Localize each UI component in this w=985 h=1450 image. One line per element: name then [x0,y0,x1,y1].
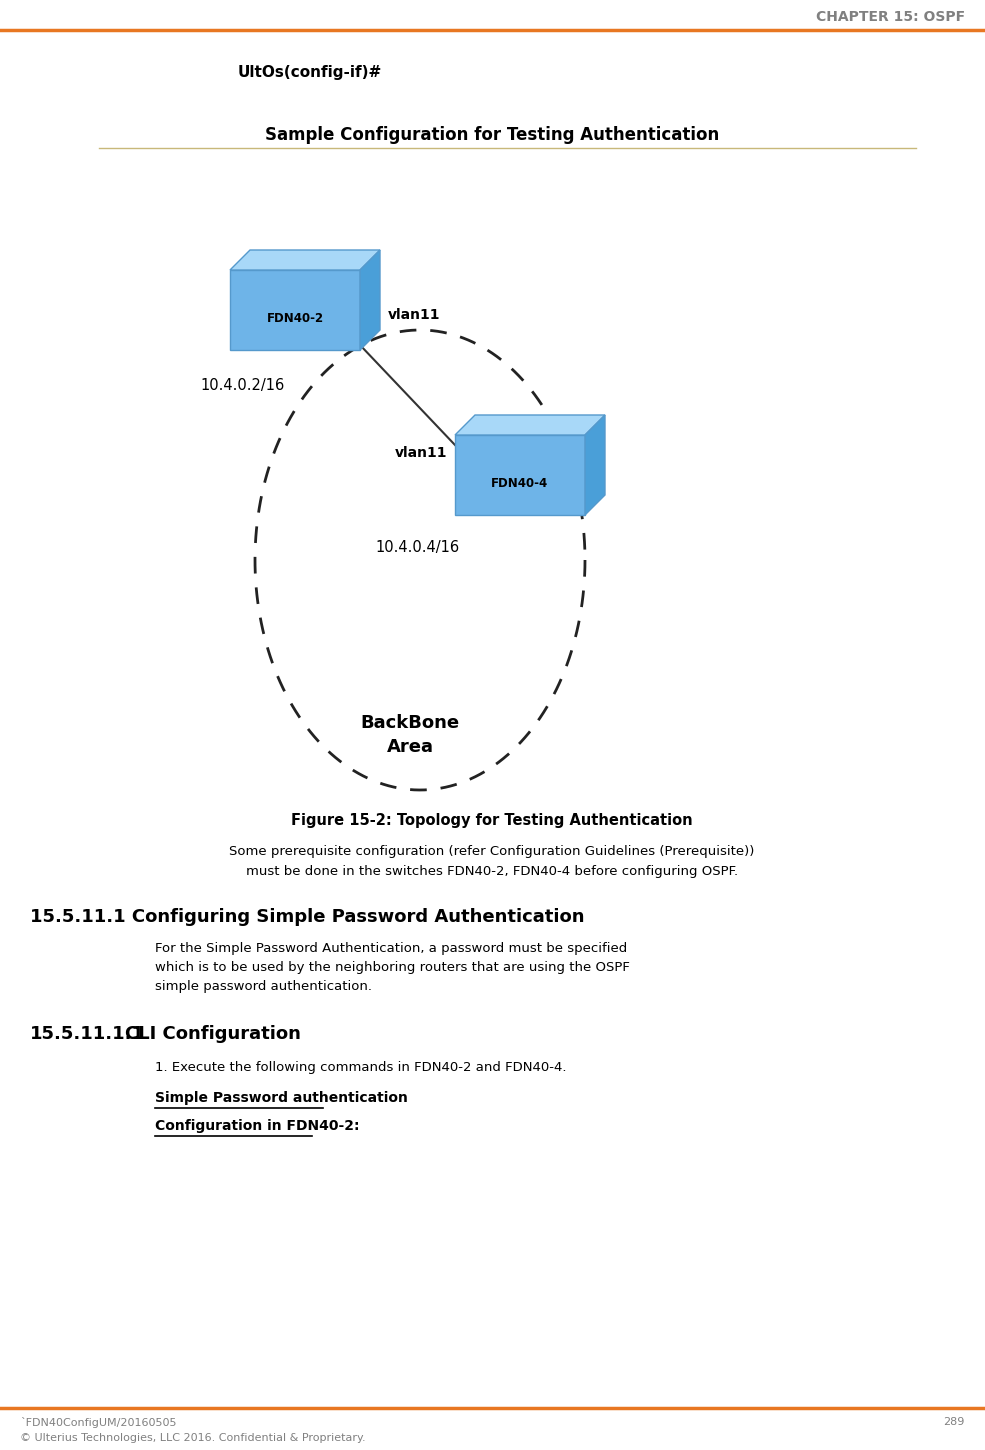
Text: 1. Execute the following commands in FDN40-2 and FDN40-4.: 1. Execute the following commands in FDN… [155,1061,566,1074]
Text: vlan11: vlan11 [395,447,447,460]
FancyBboxPatch shape [230,270,360,349]
FancyBboxPatch shape [455,435,585,515]
Polygon shape [585,415,605,515]
Text: simple password authentication.: simple password authentication. [155,980,372,993]
Text: Simple Password authentication: Simple Password authentication [155,1090,408,1105]
Text: vlan11: vlan11 [388,307,440,322]
Text: 15.5.11.1.1: 15.5.11.1.1 [30,1025,145,1043]
Text: FDN40-2: FDN40-2 [266,312,323,325]
Polygon shape [455,415,605,435]
Text: must be done in the switches FDN40-2, FDN40-4 before configuring OSPF.: must be done in the switches FDN40-2, FD… [246,866,738,879]
Text: FDN40-4: FDN40-4 [492,477,549,490]
Text: BackBone
Area: BackBone Area [361,715,460,755]
Text: CLI Configuration: CLI Configuration [125,1025,300,1043]
Text: 10.4.0.4/16: 10.4.0.4/16 [375,539,459,554]
Text: Sample Configuration for Testing Authentication: Sample Configuration for Testing Authent… [265,126,719,144]
Text: CHAPTER 15: OSPF: CHAPTER 15: OSPF [816,10,965,25]
Text: © Ulterius Technologies, LLC 2016. Confidential & Proprietary.: © Ulterius Technologies, LLC 2016. Confi… [20,1433,365,1443]
Text: For the Simple Password Authentication, a password must be specified: For the Simple Password Authentication, … [155,942,627,956]
Text: 289: 289 [944,1417,965,1427]
Text: UltOs(config-if)#: UltOs(config-if)# [237,64,382,80]
Polygon shape [230,249,380,270]
Text: which is to be used by the neighboring routers that are using the OSPF: which is to be used by the neighboring r… [155,961,629,974]
Text: Configuration in FDN40-2:: Configuration in FDN40-2: [155,1119,360,1132]
Text: 10.4.0.2/16: 10.4.0.2/16 [200,377,285,393]
Text: `FDN40ConfigUM/20160505: `FDN40ConfigUM/20160505 [20,1417,176,1427]
Polygon shape [360,249,380,349]
Text: Some prerequisite configuration (refer Configuration Guidelines (Prerequisite)): Some prerequisite configuration (refer C… [230,845,755,858]
Text: Figure 15-2: Topology for Testing Authentication: Figure 15-2: Topology for Testing Authen… [292,812,692,828]
Text: 15.5.11.1 Configuring Simple Password Authentication: 15.5.11.1 Configuring Simple Password Au… [30,908,584,927]
